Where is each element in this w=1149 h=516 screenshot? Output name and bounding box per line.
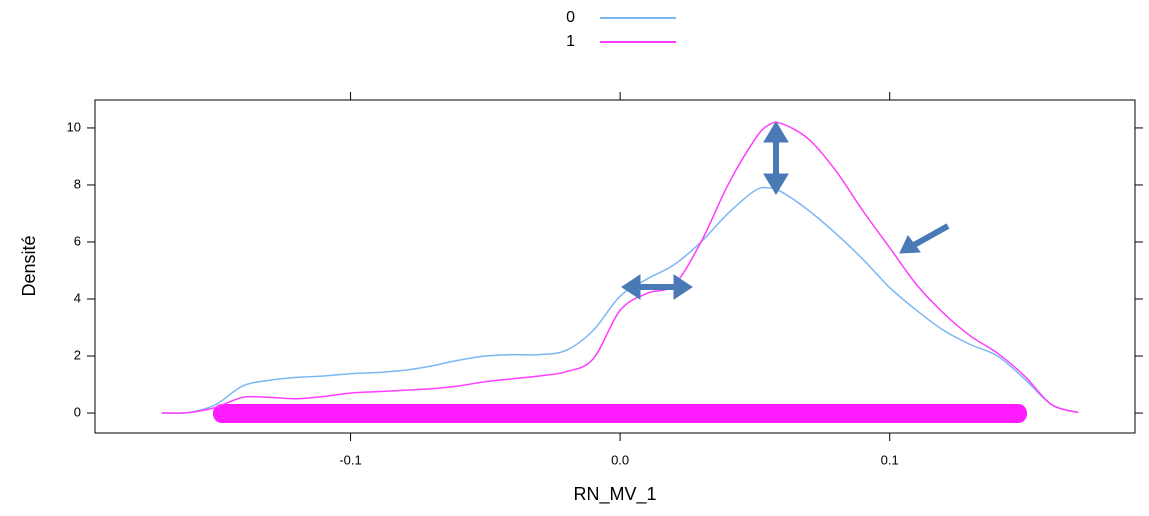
- y-tick-label: 10: [67, 119, 81, 134]
- x-tick-label: 0.1: [881, 452, 899, 467]
- y-tick-label: 6: [74, 233, 81, 248]
- plot-area: [161, 121, 1079, 415]
- plot-frame: [94, 99, 1136, 434]
- annotation-arrows: [621, 121, 950, 300]
- legend-label: 1: [566, 33, 575, 50]
- y-tick-label: 0: [74, 404, 81, 419]
- legend-label: 0: [566, 9, 575, 26]
- legend: 01: [566, 9, 676, 50]
- y-tick-label: 2: [74, 347, 81, 362]
- x-tick-label: 0.0: [611, 452, 629, 467]
- rug-band: [213, 404, 1027, 423]
- density-line: [161, 121, 1079, 414]
- density-line: [161, 186, 1079, 415]
- y-tick-label: 4: [74, 290, 81, 305]
- x-tick-label: -0.1: [339, 452, 361, 467]
- y-tick-label: 8: [74, 176, 81, 191]
- y-axis-label: Densité: [19, 235, 39, 296]
- x-axis-label: RN_MV_1: [573, 484, 656, 505]
